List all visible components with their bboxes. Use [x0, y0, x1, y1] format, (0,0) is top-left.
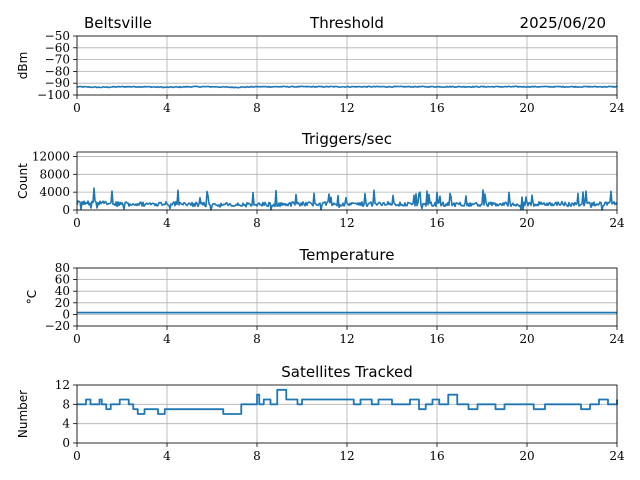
series-line-1: [76, 85, 618, 89]
x-tick-label: 20: [519, 216, 534, 230]
x-tick-label: 0: [73, 216, 81, 230]
panel-4: 0 4 8 12 16 20 24 0 4 8 12 Satellites Tracked Number: [16, 363, 625, 463]
y-tick-label: 80: [55, 261, 70, 275]
y-tick-label: −20: [45, 319, 70, 333]
station-label: Beltsville: [84, 14, 152, 32]
panel-1: 0 4 8 12 16 20 24 −100−90−80−70−60−50 Threshold d…: [16, 14, 625, 115]
y-tick-label: −90: [45, 76, 70, 90]
panel-2: 0 4 8 12 16 20 24 0 4000 8000 12000 Triggers/sec Cou…: [16, 130, 625, 230]
x-tick-label: 20: [519, 449, 534, 463]
y-tick-label: 0: [62, 436, 70, 450]
y-tick-label: 4000: [39, 185, 70, 199]
x-tick-label: 12: [339, 216, 354, 230]
chart-title: Threshold: [309, 14, 384, 32]
y-tick-label: −70: [45, 53, 70, 67]
x-tick-label: 16: [429, 449, 444, 463]
y-tick-label: −100: [37, 88, 70, 102]
y-tick-label: 0: [62, 307, 70, 321]
x-tick-label: 4: [163, 332, 171, 346]
x-tick-label: 12: [339, 449, 354, 463]
y-axis-label: Number: [16, 390, 30, 438]
x-tick-label: 24: [609, 449, 625, 463]
x-tick-label: 0: [73, 449, 81, 463]
x-tick-label: 20: [519, 332, 534, 346]
y-axis-label: dBm: [16, 52, 30, 80]
y-axis-label: Count: [16, 163, 30, 199]
x-tick-label: 4: [163, 449, 171, 463]
y-tick-label: −60: [45, 41, 70, 55]
y-tick-label: 60: [55, 273, 70, 287]
y-tick-label: −50: [45, 29, 70, 43]
chart-title: Triggers/sec: [301, 130, 392, 148]
x-tick-label: 0: [73, 101, 81, 115]
x-tick-label: 8: [253, 216, 261, 230]
x-tick-label: 8: [253, 101, 261, 115]
y-tick-label: 12: [55, 378, 70, 392]
date-label: 2025/06/20: [520, 14, 606, 32]
y-tick-label: 40: [55, 284, 70, 298]
x-tick-label: 16: [429, 216, 444, 230]
chart-panels: 0 4 8 12 16 20 24 −100−90−80−70−60−50 Threshold d…: [16, 14, 625, 463]
y-tick-label: 12000: [32, 149, 70, 163]
x-tick-label: 12: [339, 101, 354, 115]
y-axis-label: °C: [25, 290, 39, 304]
x-tick-label: 0: [73, 332, 81, 346]
x-tick-label: 4: [163, 216, 171, 230]
x-tick-label: 16: [429, 332, 444, 346]
y-tick-label: −80: [45, 64, 70, 78]
series-line-1: [76, 187, 618, 211]
x-tick-label: 8: [253, 449, 261, 463]
x-tick-label: 4: [163, 101, 171, 115]
chart-title: Satellites Tracked: [281, 363, 412, 381]
y-tick-label: 20: [55, 296, 70, 310]
y-tick-label: 8000: [39, 167, 70, 181]
chart-title: Temperature: [298, 246, 394, 264]
x-tick-label: 16: [429, 101, 444, 115]
x-tick-label: 8: [253, 332, 261, 346]
x-tick-label: 12: [339, 332, 354, 346]
x-tick-label: 24: [609, 332, 625, 346]
x-tick-label: 20: [519, 101, 534, 115]
x-tick-label: 24: [609, 101, 625, 115]
y-tick-label: 4: [62, 417, 70, 431]
series-line-1: [77, 388, 618, 415]
y-tick-label: 8: [62, 397, 70, 411]
x-tick-label: 24: [609, 216, 625, 230]
y-tick-label: 0: [62, 203, 70, 217]
